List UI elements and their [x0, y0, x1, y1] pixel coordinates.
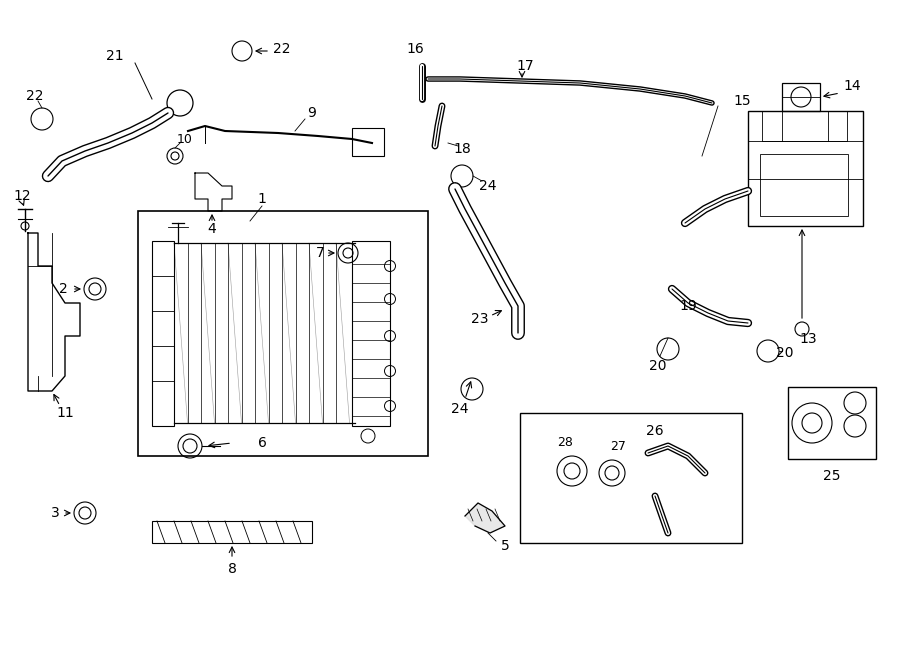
Bar	[762, 111, 847, 141]
Text: 23: 23	[471, 312, 488, 326]
Polygon shape	[465, 503, 505, 533]
Bar	[520, 413, 742, 543]
Text: 22: 22	[274, 42, 291, 56]
Bar	[352, 241, 390, 426]
Text: 20: 20	[776, 346, 794, 360]
Bar	[782, 83, 820, 111]
Text: 2: 2	[59, 282, 68, 296]
Text: 24: 24	[451, 402, 469, 416]
Text: 28: 28	[557, 436, 573, 449]
Bar	[352, 128, 384, 156]
Bar	[748, 111, 863, 226]
Text: 15: 15	[734, 94, 751, 108]
Bar	[138, 211, 428, 456]
Bar	[760, 154, 848, 216]
Text: 17: 17	[517, 59, 534, 73]
Bar	[152, 521, 312, 543]
Text: 6: 6	[257, 436, 266, 450]
Bar	[788, 387, 876, 459]
Text: 20: 20	[649, 359, 667, 373]
Text: 4: 4	[208, 222, 216, 236]
Text: 3: 3	[51, 506, 60, 520]
Text: 13: 13	[799, 332, 817, 346]
Bar	[152, 241, 174, 426]
Text: 8: 8	[228, 562, 237, 576]
Text: 24: 24	[479, 179, 497, 193]
Text: 19: 19	[680, 299, 697, 313]
Text: 18: 18	[453, 142, 471, 156]
Text: 1: 1	[257, 192, 266, 206]
Text: 21: 21	[106, 49, 124, 63]
Text: 9: 9	[308, 106, 317, 120]
Text: 16: 16	[406, 42, 424, 56]
Text: 12: 12	[14, 189, 31, 203]
Text: 26: 26	[646, 424, 664, 438]
Text: 25: 25	[824, 469, 841, 483]
Text: 27: 27	[610, 440, 626, 453]
Text: 22: 22	[26, 89, 44, 103]
Text: 11: 11	[56, 406, 74, 420]
Text: 7: 7	[316, 246, 324, 260]
Text: 14: 14	[843, 79, 860, 93]
Text: 10: 10	[177, 132, 193, 145]
Text: 5: 5	[500, 539, 509, 553]
